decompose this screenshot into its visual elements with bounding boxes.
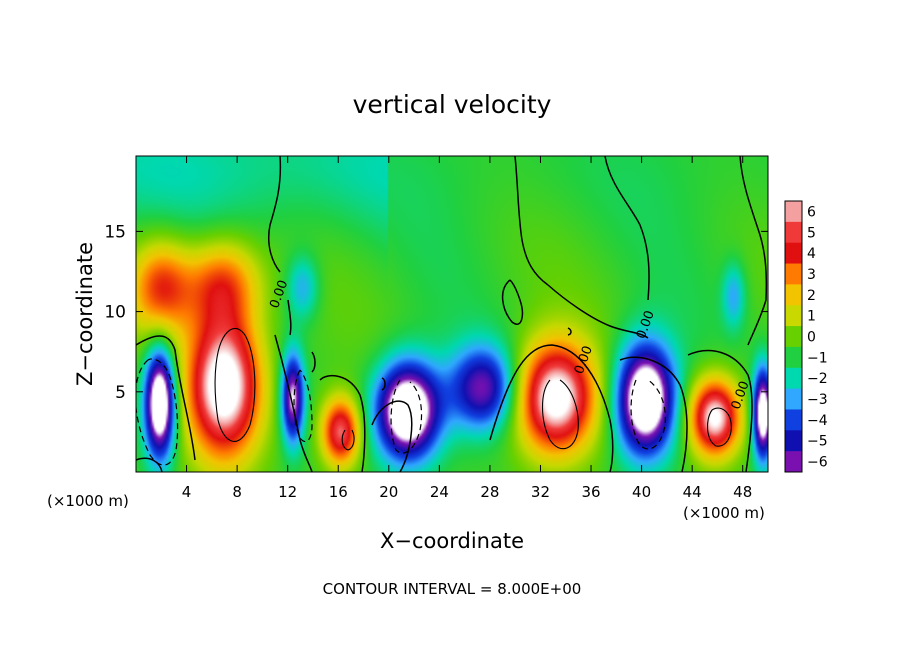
contour-line bbox=[287, 299, 292, 336]
contour-line bbox=[567, 327, 572, 336]
colorbar-label: −5 bbox=[807, 434, 828, 450]
x-tick-label: 32 bbox=[531, 483, 550, 501]
colorbar-swatch bbox=[785, 430, 802, 452]
x-tick-label: 8 bbox=[232, 483, 242, 501]
colorbar-frame bbox=[784, 200, 803, 473]
y-axis-title: Z−coordinate bbox=[73, 242, 97, 386]
contour-line bbox=[739, 156, 768, 346]
contour-line bbox=[489, 344, 614, 472]
x-tick-label: 4 bbox=[182, 483, 192, 501]
x-tick-label: 36 bbox=[581, 483, 600, 501]
contour-line bbox=[214, 327, 256, 442]
colorbar-label: −1 bbox=[807, 350, 828, 366]
colorbar-label: −2 bbox=[807, 371, 828, 387]
colorbar-label: 1 bbox=[807, 309, 816, 325]
contour-line bbox=[371, 400, 413, 472]
colorbar-swatch bbox=[785, 326, 802, 348]
x-tick-label: 40 bbox=[632, 483, 651, 501]
colorbar: 6 5 4 3 2 1 0 −1 −2 −3 −4 −5 −6 bbox=[784, 200, 828, 473]
colorbar-swatch bbox=[785, 221, 802, 244]
y-tick-label: 5 bbox=[115, 383, 126, 403]
x-tick-label: 48 bbox=[733, 483, 752, 501]
colorbar-swatch bbox=[785, 388, 802, 410]
contour-line bbox=[619, 356, 688, 472]
x-tick-label: 44 bbox=[683, 483, 702, 501]
colorbar-swatch bbox=[785, 367, 802, 390]
y-tick-label: 15 bbox=[104, 222, 126, 242]
contour-line bbox=[501, 279, 524, 325]
colorbar-swatch bbox=[785, 346, 802, 369]
x-tick-label: 12 bbox=[278, 483, 297, 501]
colorbar-label: −3 bbox=[807, 392, 828, 408]
colorbar-swatch bbox=[785, 263, 802, 285]
colorbar-swatch bbox=[785, 201, 802, 223]
y-tick-label: 10 bbox=[104, 303, 126, 323]
colorbar-swatch bbox=[785, 305, 802, 327]
x-tick-label: 24 bbox=[430, 483, 449, 501]
x-tick-label: 20 bbox=[379, 483, 398, 501]
contour-line bbox=[604, 156, 650, 301]
colorbar-swatch bbox=[785, 284, 802, 306]
x-unit-left: (×1000 m) bbox=[47, 492, 129, 510]
contour-interval-note: CONTOUR INTERVAL = 8.000E+00 bbox=[323, 580, 582, 598]
x-axis-title: X−coordinate bbox=[380, 529, 524, 553]
chart-title: vertical velocity bbox=[353, 90, 552, 119]
x-tick-label: 28 bbox=[480, 483, 499, 501]
contour-line bbox=[542, 379, 579, 450]
zero-contours bbox=[136, 156, 768, 472]
contour-line bbox=[311, 351, 316, 373]
contour-line bbox=[630, 379, 666, 450]
plot-frame bbox=[135, 155, 769, 473]
contour-line bbox=[687, 349, 753, 472]
x-unit-right: (×1000 m) bbox=[683, 504, 765, 522]
heatmap-field bbox=[136, 156, 768, 472]
contour-line bbox=[381, 377, 386, 391]
contour-line bbox=[707, 407, 732, 447]
contour-line bbox=[341, 429, 355, 451]
colorbar-label: 2 bbox=[807, 288, 816, 304]
contour-line bbox=[293, 369, 313, 443]
contour-line bbox=[547, 284, 649, 339]
contour-line bbox=[136, 335, 196, 461]
colorbar-label: 6 bbox=[807, 204, 816, 220]
colorbar-label: −4 bbox=[807, 413, 828, 429]
colorbar-label: 5 bbox=[807, 225, 816, 241]
colorbar-label: 3 bbox=[807, 267, 816, 283]
y-axis: 5 10 15 bbox=[104, 222, 768, 403]
contour-line bbox=[136, 457, 163, 472]
plot-area: 0.000.000.000.00 bbox=[135, 155, 769, 473]
x-tick-label: 16 bbox=[329, 483, 348, 501]
colorbar-label: 4 bbox=[807, 246, 816, 262]
contour-line bbox=[514, 156, 549, 286]
colorbar-swatch bbox=[785, 409, 802, 431]
contour-line bbox=[319, 374, 366, 472]
contour-line bbox=[268, 156, 282, 273]
colorbar-swatch bbox=[785, 242, 802, 265]
colorbar-label: 0 bbox=[807, 330, 816, 346]
colorbar-swatch bbox=[785, 451, 802, 473]
contour-line bbox=[390, 379, 423, 454]
colorbar-label: −6 bbox=[807, 455, 828, 471]
x-axis: 4 8 12 16 20 24 28 32 36 40 44 48 bbox=[182, 156, 752, 501]
